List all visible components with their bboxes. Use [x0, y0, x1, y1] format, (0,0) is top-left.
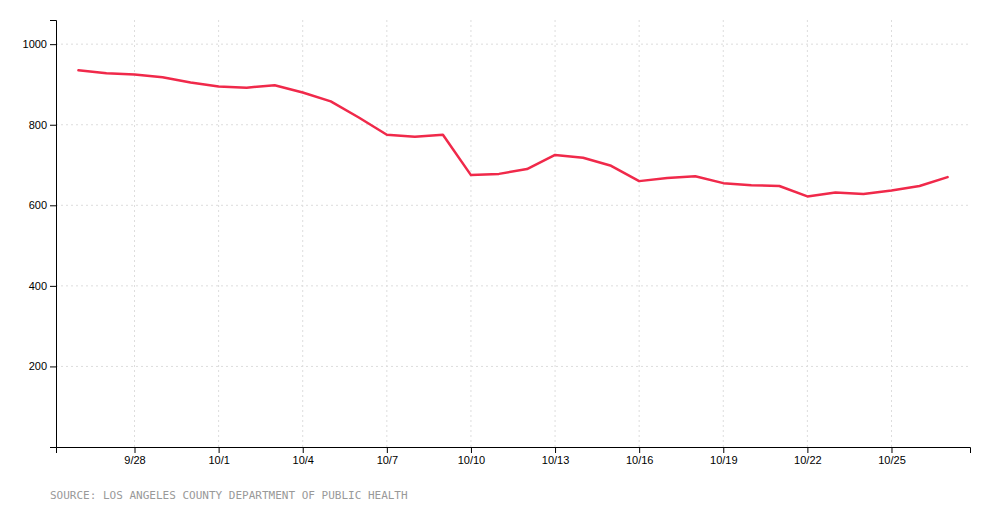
tick: 10/25: [878, 447, 906, 466]
tick: 10/7: [377, 447, 398, 466]
grid-line: [891, 20, 892, 447]
tick-mark: [135, 447, 136, 453]
tick: 800: [29, 119, 56, 131]
tick-label: 400: [29, 280, 47, 292]
tick: 10/16: [626, 447, 654, 466]
axis-line: [50, 21, 57, 448]
marks: [78, 70, 947, 196]
grid-line: [302, 20, 303, 447]
tick-mark: [471, 447, 472, 453]
grid-line: [470, 20, 471, 447]
grid-line: [56, 44, 970, 45]
tick-label: 10/7: [377, 454, 398, 466]
tick-label: 10/1: [208, 454, 229, 466]
tick: 600: [29, 199, 56, 211]
tick: 10/1: [208, 447, 229, 466]
grid-line: [386, 20, 387, 447]
tick-mark: [50, 286, 56, 287]
grid-line: [56, 366, 970, 367]
grid-line: [134, 20, 135, 447]
tick: 10/13: [542, 447, 570, 466]
tick: 10/10: [458, 447, 486, 466]
y-axis: 200 400 600 800 1000: [23, 21, 57, 448]
grid-line: [723, 20, 724, 447]
tick-mark: [891, 447, 892, 453]
tick-label: 10/25: [878, 454, 906, 466]
tick-mark: [50, 44, 56, 45]
grid-line: [218, 20, 219, 447]
tick: 10/4: [293, 447, 314, 466]
tick-label: 600: [29, 199, 47, 211]
annotation: SOURCE: LOS ANGELES COUNTY DEPARTMENT OF…: [50, 489, 408, 502]
grid-line: [555, 20, 556, 447]
tick-label: 10/16: [626, 454, 654, 466]
tick-mark: [555, 447, 556, 453]
tick: 200: [29, 360, 56, 372]
grid-line: [56, 124, 970, 125]
tick-label: 10/10: [458, 454, 486, 466]
grid: [56, 20, 970, 447]
tick-mark: [387, 447, 388, 453]
tick-label: 10/13: [542, 454, 570, 466]
line: [78, 70, 947, 196]
tick-mark: [639, 447, 640, 453]
x-axis: 9/28 10/1 10/4 10/7 10/10 10/13 10/16 10/19 10/2…: [57, 447, 971, 466]
tick-label: 10/19: [710, 454, 738, 466]
tick-mark: [807, 447, 808, 453]
tick: 10/19: [710, 447, 738, 466]
tick: 9/28: [124, 447, 145, 466]
grid-line: [56, 205, 970, 206]
tick-label: 10/22: [794, 454, 822, 466]
tick-label: 800: [29, 119, 47, 131]
tick-label: 10/4: [293, 454, 314, 466]
tick-label: 9/28: [124, 454, 145, 466]
axis-line: [57, 448, 971, 454]
tick-label: 200: [29, 360, 47, 372]
tick-label: 1000: [23, 38, 47, 50]
tick: 400: [29, 280, 56, 292]
tick-mark: [50, 205, 56, 206]
grid-line: [56, 285, 970, 286]
tick-mark: [50, 366, 56, 367]
chart: 9/28 10/1 10/4 10/7 10/10 10/13 10/16 10/19 10/2…: [0, 0, 1000, 509]
tick-mark: [303, 447, 304, 453]
grid-line: [639, 20, 640, 447]
grid-line: [807, 20, 808, 447]
tick-mark: [723, 447, 724, 453]
tick-mark: [219, 447, 220, 453]
tick: 1000: [23, 38, 56, 50]
tick-mark: [50, 125, 56, 126]
tick: 10/22: [794, 447, 822, 466]
plot: 9/28 10/1 10/4 10/7 10/10 10/13 10/16 10/19 10/2…: [23, 20, 971, 466]
